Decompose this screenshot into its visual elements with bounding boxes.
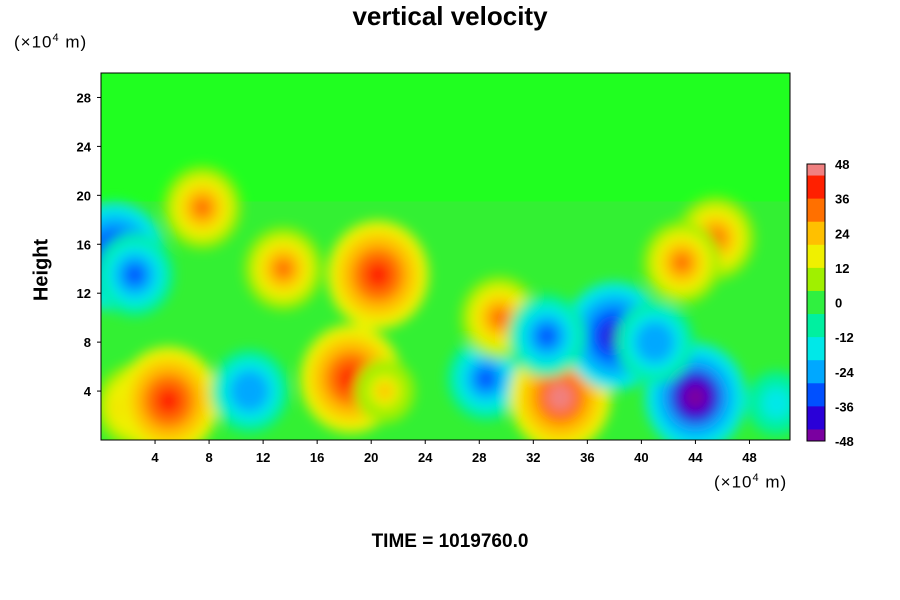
contour-ring (645, 331, 665, 353)
x-tick-label: 20 (364, 450, 378, 465)
y-tick-label: 12 (77, 286, 91, 301)
colorbar-tick-label: 48 (835, 157, 849, 172)
colorbar-swatch (807, 187, 825, 200)
colorbar-swatch (807, 406, 825, 419)
contour-ring (239, 380, 260, 402)
contour-ring (537, 325, 557, 347)
y-tick-label: 4 (84, 384, 92, 399)
x-tick-label: 16 (310, 450, 324, 465)
colorbar-swatch (807, 383, 825, 396)
x-tick-label: 36 (580, 450, 594, 465)
x-tick-label: 40 (634, 450, 648, 465)
colorbar-swatch (807, 417, 825, 430)
velocity-feature (643, 221, 721, 304)
y-tick-label: 28 (77, 90, 91, 105)
contour-ring (547, 383, 573, 411)
velocity-feature (327, 220, 429, 329)
velocity-feature (163, 166, 241, 249)
colorbar-swatch (807, 290, 825, 303)
velocity-feature (244, 227, 323, 311)
x-tick-label: 44 (688, 450, 703, 465)
x-tick-label: 8 (205, 450, 212, 465)
colorbar-swatch (807, 394, 825, 407)
colorbar-swatch (807, 371, 825, 384)
x-tick-label: 48 (742, 450, 756, 465)
velocity-feature (354, 359, 415, 423)
velocity-feature (508, 294, 586, 378)
contour-ring (365, 261, 391, 289)
colorbar-swatch (807, 198, 825, 211)
plot-frame (100, 72, 791, 441)
colorbar-swatch (807, 314, 825, 327)
colorbar-tick-label: -24 (835, 365, 855, 380)
x-axis-unit-label: (×104 m) (714, 472, 788, 492)
colorbar-swatch (807, 256, 825, 269)
velocity-feature (101, 233, 174, 317)
colorbar-frame (806, 163, 826, 442)
velocity-feature (616, 300, 694, 384)
contour-ring (377, 383, 393, 400)
colorbar-tick-label: 36 (835, 192, 849, 207)
y-tick-label: 24 (77, 139, 92, 154)
y-tick-label: 8 (84, 335, 91, 350)
colorbar-swatch (807, 210, 825, 223)
colorbar-swatch (807, 325, 825, 338)
x-tick-label: 24 (418, 450, 433, 465)
colorbar-swatch (807, 244, 825, 257)
colorbar-tick-label: 12 (835, 261, 849, 276)
colorbar-tick-label: -48 (835, 434, 854, 449)
colorbar-swatch (807, 429, 825, 442)
velocity-feature (746, 371, 790, 436)
x-tick-label: 32 (526, 450, 540, 465)
colorbar: 48 36 24 12 0 -12 -24 -36 -48 (806, 157, 855, 449)
colorbar-tick-label: 0 (835, 296, 842, 311)
x-tick-label: 12 (256, 450, 270, 465)
contour-ring (476, 368, 496, 390)
contour-ring (273, 258, 294, 280)
contour-ring (125, 264, 145, 286)
colorbar-swatch (807, 233, 825, 246)
contour-ring (682, 383, 709, 411)
colorbar-swatch (807, 279, 825, 292)
colorbar-swatch (807, 337, 825, 350)
velocity-field (101, 166, 790, 440)
velocity-feature (210, 349, 289, 433)
colorbar-tick-label: -12 (835, 330, 854, 345)
colorbar-swatch (807, 164, 825, 177)
contour-ring (192, 197, 212, 218)
x-axis: 4 8 12 16 20 24 28 32 36 40 44 48 (151, 440, 757, 465)
y-tick-label: 20 (77, 188, 91, 203)
velocity-feature (118, 346, 220, 440)
colorbar-swatch (807, 175, 825, 188)
y-axis: 4 8 12 16 20 24 28 (77, 90, 101, 399)
y-tick-label: 16 (77, 237, 91, 252)
contour-ring (769, 395, 784, 412)
colorbar-swatch (807, 267, 825, 280)
colorbar-swatch (807, 348, 825, 361)
x-tick-label: 4 (151, 450, 159, 465)
contour-ring (672, 252, 692, 273)
colorbar-tick-label: 24 (835, 226, 850, 241)
colorbar-swatch (807, 221, 825, 234)
chart-title: vertical velocity (352, 1, 548, 31)
contour-ring (489, 307, 510, 329)
colorbar-swatch (807, 360, 825, 373)
colorbar-tick-label: -36 (835, 399, 854, 414)
y-axis-unit-label: (×104 m) (14, 32, 88, 52)
time-label: TIME = 1019760.0 (371, 531, 529, 552)
contour-ring (155, 387, 182, 415)
colorbar-swatch (807, 302, 825, 315)
x-tick-label: 28 (472, 450, 486, 465)
